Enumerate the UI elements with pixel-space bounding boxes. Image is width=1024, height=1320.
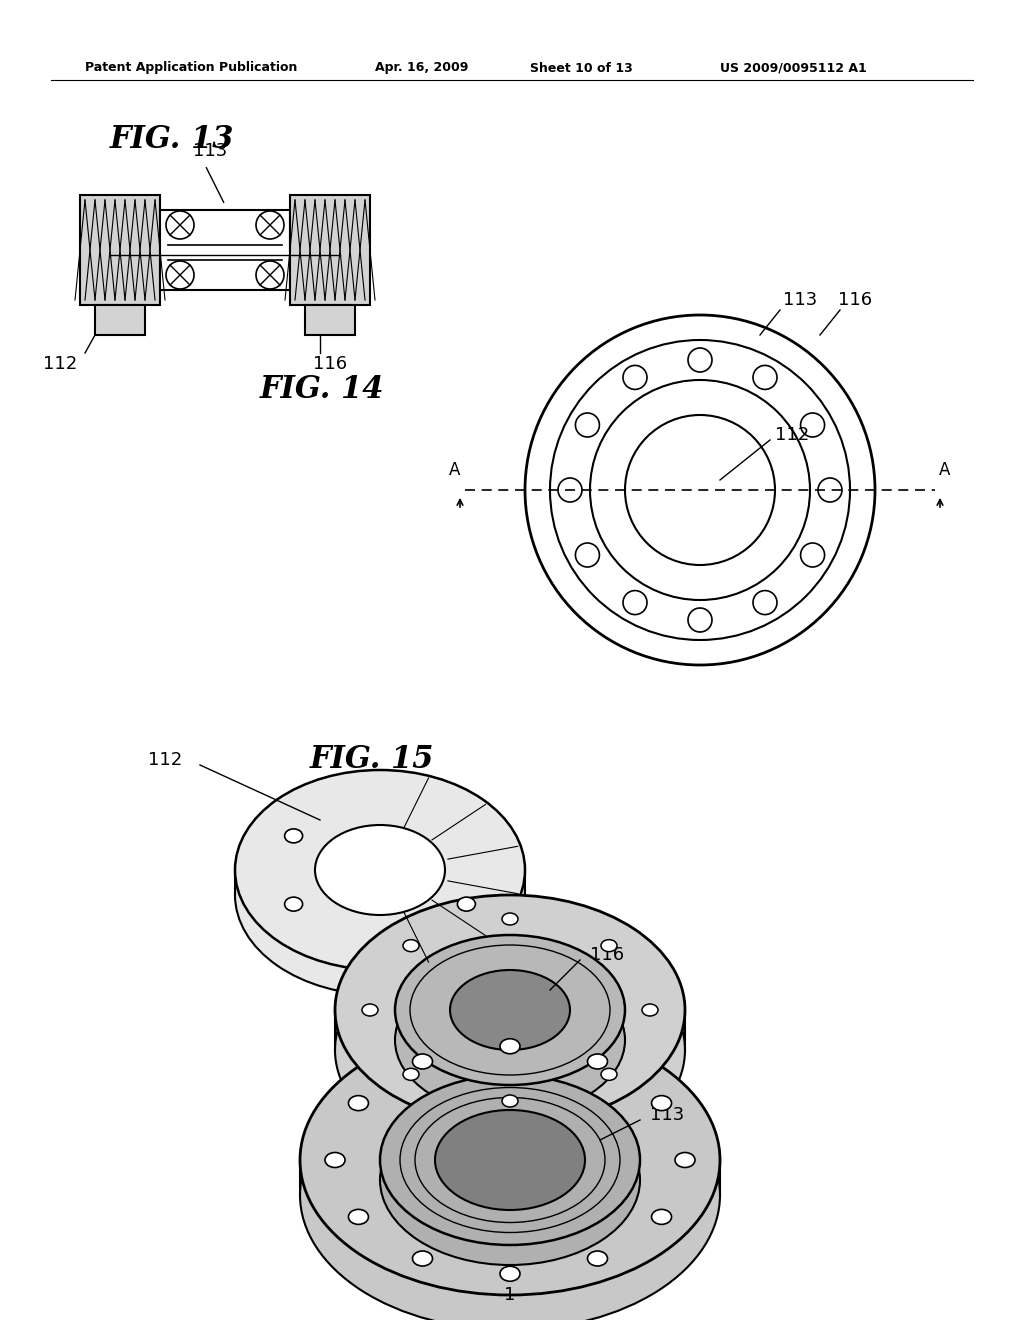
Bar <box>95 305 145 335</box>
Ellipse shape <box>325 1152 345 1167</box>
Bar <box>305 305 355 335</box>
Ellipse shape <box>380 1096 640 1265</box>
Text: FIG. 13: FIG. 13 <box>110 124 234 156</box>
Ellipse shape <box>285 898 303 911</box>
Text: A: A <box>450 461 461 479</box>
Text: 1: 1 <box>504 1286 516 1304</box>
Text: Apr. 16, 2009: Apr. 16, 2009 <box>375 62 468 74</box>
Text: Sheet 10 of 13: Sheet 10 of 13 <box>530 62 633 74</box>
Ellipse shape <box>502 913 518 925</box>
Ellipse shape <box>315 825 445 915</box>
Ellipse shape <box>500 1039 520 1053</box>
Ellipse shape <box>395 935 625 1085</box>
Ellipse shape <box>642 1005 658 1016</box>
Ellipse shape <box>435 1110 585 1210</box>
Text: 112: 112 <box>147 751 182 770</box>
Ellipse shape <box>651 1096 672 1110</box>
Ellipse shape <box>601 940 617 952</box>
Text: 113: 113 <box>193 143 227 160</box>
Text: 112: 112 <box>43 355 77 374</box>
Text: FIG. 14: FIG. 14 <box>260 375 384 405</box>
Ellipse shape <box>588 1053 607 1069</box>
Ellipse shape <box>335 935 685 1166</box>
Text: 112: 112 <box>775 426 809 444</box>
Ellipse shape <box>234 770 525 970</box>
Ellipse shape <box>285 829 303 843</box>
Ellipse shape <box>395 965 625 1115</box>
Ellipse shape <box>348 1209 369 1225</box>
Text: FIG. 15: FIG. 15 <box>310 744 434 776</box>
Ellipse shape <box>380 1074 640 1245</box>
Ellipse shape <box>403 1068 419 1080</box>
Ellipse shape <box>601 1068 617 1080</box>
Ellipse shape <box>300 1060 720 1320</box>
Ellipse shape <box>413 1053 432 1069</box>
Ellipse shape <box>502 1096 518 1107</box>
Ellipse shape <box>348 1096 369 1110</box>
Ellipse shape <box>675 1152 695 1167</box>
Ellipse shape <box>335 895 685 1125</box>
Text: 116: 116 <box>590 946 624 964</box>
Ellipse shape <box>588 1251 607 1266</box>
Ellipse shape <box>234 795 525 995</box>
Bar <box>290 195 370 305</box>
Bar <box>160 210 290 290</box>
Ellipse shape <box>651 1209 672 1225</box>
Ellipse shape <box>450 970 570 1049</box>
Bar <box>80 195 160 305</box>
Ellipse shape <box>458 898 475 911</box>
Text: 113: 113 <box>650 1106 684 1125</box>
Ellipse shape <box>300 1026 720 1295</box>
Ellipse shape <box>362 1005 378 1016</box>
Ellipse shape <box>403 940 419 952</box>
Text: 116: 116 <box>838 290 872 309</box>
Text: 113: 113 <box>783 290 817 309</box>
Ellipse shape <box>413 1251 432 1266</box>
Text: A: A <box>939 461 950 479</box>
Text: Patent Application Publication: Patent Application Publication <box>85 62 297 74</box>
Text: 116: 116 <box>313 355 347 374</box>
Text: US 2009/0095112 A1: US 2009/0095112 A1 <box>720 62 866 74</box>
Ellipse shape <box>500 1266 520 1282</box>
